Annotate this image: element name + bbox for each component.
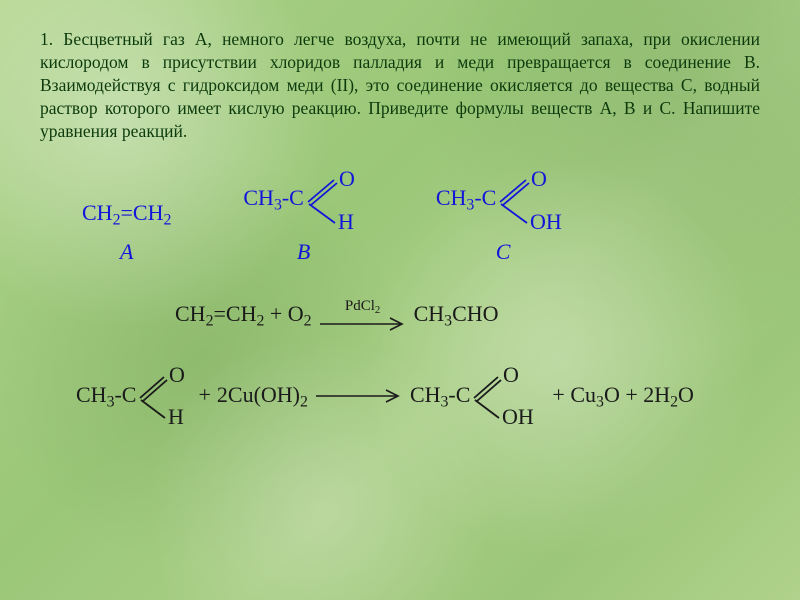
rxn1-lhs: CH2=CH2 + O2 [175,301,312,330]
formula-b: CH3-C O H [243,171,363,229]
compound-c: CH3-C O OH C [436,171,570,265]
formula-a: CH2=CH2 [82,201,171,229]
svg-text:O: O [169,367,185,387]
rxn2-tail: + Cu3O + 2H2O [538,382,694,411]
reaction-arrow-2 [316,389,402,403]
svg-text:O: O [531,171,547,191]
compound-a: CH2=CH2 A [82,201,171,265]
reaction-2: CH3-C O H +2Cu(OH)2 CH3-C O OH [40,367,760,425]
svg-text:O: O [339,171,355,191]
aldehyde-branch-icon: O H [138,367,192,425]
rxn2-rhs-acid: CH3-C O OH [410,367,538,425]
compound-letter-a: A [120,239,133,265]
problem-text: 1. Бесцветный газ А, немного легче возду… [40,28,760,143]
carboxylic-branch-icon: O OH [498,171,570,229]
reaction-1: CH2=CH2 + O2 PdCl2 CH3CHO [40,299,760,331]
rxn1-rhs: CH3CHO [414,301,499,330]
rxn2-reagent: +2Cu(OH)2 [192,382,307,411]
svg-text:H: H [338,209,354,229]
compound-letter-b: B [297,239,310,265]
aldehyde-branch-icon: O H [306,171,364,229]
arrow-icon [316,389,402,403]
slide: 1. Бесцветный газ А, немного легче возду… [0,0,800,600]
arrow-icon [320,317,406,331]
compounds-row: CH2=CH2 A CH3-C O H B CH3-C [40,171,760,265]
formula-c: CH3-C O OH [436,171,570,229]
compound-letter-c: C [496,239,511,265]
catalyst-label: PdCl2 [345,299,380,316]
compound-b: CH3-C O H B [243,171,363,265]
carboxylic-branch-icon: O OH [472,367,538,425]
reaction-arrow-1: PdCl2 [320,299,406,331]
svg-text:OH: OH [502,404,534,425]
rxn2-lhs-aldehyde: CH3-C O H [76,367,192,425]
svg-text:O: O [503,367,519,387]
svg-text:H: H [168,404,184,425]
svg-text:OH: OH [530,209,562,229]
